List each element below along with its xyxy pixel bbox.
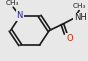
Text: NH: NH <box>74 13 87 23</box>
Text: O: O <box>67 34 74 43</box>
Text: CH₃: CH₃ <box>72 3 86 9</box>
Text: N: N <box>17 11 23 20</box>
Text: CH₃: CH₃ <box>6 0 19 6</box>
